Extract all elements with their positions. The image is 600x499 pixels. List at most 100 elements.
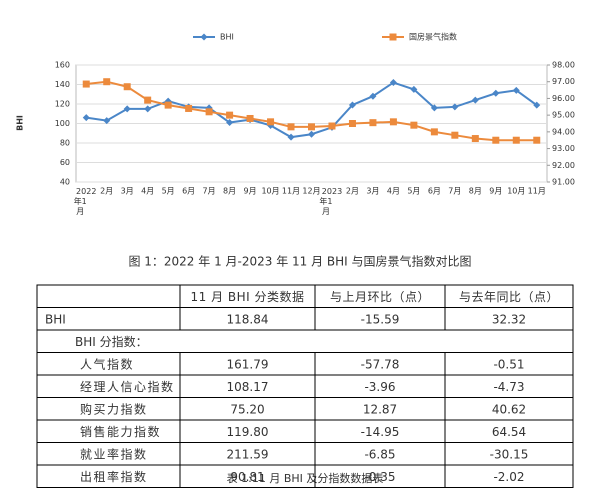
y-tick-label: 40 <box>60 178 70 187</box>
table-cell: -6.85 <box>364 447 395 461</box>
x-tick-label: 6月 <box>428 187 441 196</box>
data-point <box>410 85 418 93</box>
data-point <box>308 130 315 138</box>
legend-label: 国房景气指数 <box>409 32 457 42</box>
x-tick-label-line: 年1 <box>74 196 87 206</box>
figure-caption: 图 1：2022 年 1 月-2023 年 11 月 BHI 与国房景气指数对比… <box>128 254 471 269</box>
data-point <box>144 96 152 104</box>
x-tick-label: 10月 <box>261 187 279 196</box>
y2-tick-label: 92.00 <box>552 161 575 170</box>
x-tick-label: 4月 <box>141 187 154 196</box>
y-axis-label: BHI <box>16 115 25 131</box>
table-cell: 64.54 <box>492 425 526 439</box>
table-cell: 32.32 <box>492 312 526 326</box>
y2-tick-label: 96.00 <box>552 94 575 103</box>
x-tick-label: 7月 <box>203 187 216 196</box>
table-cell: -57.78 <box>361 357 400 371</box>
table-cell: -0.51 <box>493 357 524 371</box>
table-cell: 购买力指数 <box>80 401 148 416</box>
data-point <box>287 133 295 141</box>
table-cell: 销售能力指数 <box>80 424 161 439</box>
table-cell: -4.73 <box>493 380 524 394</box>
legend-marker <box>389 33 397 41</box>
table-cell: -0.35 <box>364 470 395 484</box>
table-cell: 211.59 <box>227 447 269 461</box>
x-tick-label: 4月 <box>387 187 400 196</box>
legend-label: BHI <box>220 33 234 42</box>
table-cell: 119.80 <box>227 425 269 439</box>
x-tick-label: 2023 年1 月 <box>319 187 342 216</box>
data-point <box>123 105 131 113</box>
data-point <box>451 103 459 111</box>
data-point <box>369 119 377 127</box>
x-tick-label: 5月 <box>407 187 420 196</box>
data-point <box>430 128 438 136</box>
x-tick-label: 8月 <box>223 187 236 196</box>
x-tick-label-line: 月 <box>322 207 330 216</box>
x-tick-label-line: 年1 <box>319 196 332 206</box>
table-cell: 经理人信心指数 <box>80 379 175 394</box>
table-section: BHI 分指数： <box>75 334 148 349</box>
table-header: 与上月环比（点） <box>330 290 430 304</box>
table-cell: 161.79 <box>227 357 269 371</box>
data-point <box>185 104 193 112</box>
data-point <box>287 123 295 131</box>
table-cell: -15.59 <box>361 312 400 326</box>
y-tick-label: 80 <box>60 139 70 148</box>
data-point <box>226 111 234 119</box>
data-point <box>533 101 541 109</box>
data-point <box>512 86 520 94</box>
data-point <box>82 114 90 122</box>
x-tick-label-line: 2023 <box>322 187 342 196</box>
data-point <box>492 89 500 97</box>
data-point <box>82 80 90 88</box>
x-tick-label: 7月 <box>448 187 461 196</box>
table-cell: 108.17 <box>227 380 269 394</box>
table-cell: 出租率指数 <box>80 469 148 484</box>
data-point <box>226 119 234 127</box>
data-point <box>471 135 479 143</box>
x-tick-label-line: 月 <box>76 207 84 216</box>
data-point <box>103 78 111 86</box>
data-point <box>308 123 315 131</box>
y2-tick-label: 97.00 <box>552 77 575 86</box>
x-tick-label: 9月 <box>244 187 257 196</box>
table-cell: 75.20 <box>230 402 264 416</box>
y-tick-label: 100 <box>55 119 70 128</box>
x-tick-label: 3月 <box>366 187 379 196</box>
x-tick-label: 2月 <box>346 187 359 196</box>
x-tick-label: 5月 <box>162 187 175 196</box>
data-point <box>410 121 418 129</box>
table-cell: 12.87 <box>363 402 397 416</box>
data-point <box>533 136 541 144</box>
data-point <box>471 96 479 104</box>
data-point <box>451 131 459 139</box>
data-point <box>246 114 254 122</box>
y-tick-label: 140 <box>55 80 70 89</box>
data-point <box>348 101 356 109</box>
data-point <box>144 105 152 113</box>
data-point <box>267 118 275 126</box>
data-point <box>328 122 336 130</box>
y2-tick-label: 95.00 <box>552 111 575 120</box>
x-tick-label: 6月 <box>182 187 195 196</box>
data-point <box>103 117 111 125</box>
data-point <box>389 79 397 87</box>
table-cell: BHI <box>45 312 66 326</box>
x-tick-label: 2022 年1 月 <box>74 187 97 216</box>
table-header: 11 月 BHI 分类数据 <box>190 289 304 304</box>
x-tick-label: 11月 <box>282 187 300 196</box>
x-tick-label: 3月 <box>121 187 134 196</box>
x-tick-label: 2月 <box>100 187 113 196</box>
table-cell: 118.84 <box>227 312 269 326</box>
y2-tick-label: 93.00 <box>552 144 575 153</box>
table-caption: 表 1:11 月 BHI 及分指数数据表 <box>227 471 384 485</box>
x-tick-label: 10月 <box>507 187 525 196</box>
y-tick-label: 160 <box>55 61 70 70</box>
table-header: 与去年同比（点） <box>459 290 559 304</box>
data-point <box>123 83 131 91</box>
data-point <box>512 136 520 144</box>
table-cell: 90.81 <box>230 470 264 484</box>
legend-marker <box>200 33 208 41</box>
